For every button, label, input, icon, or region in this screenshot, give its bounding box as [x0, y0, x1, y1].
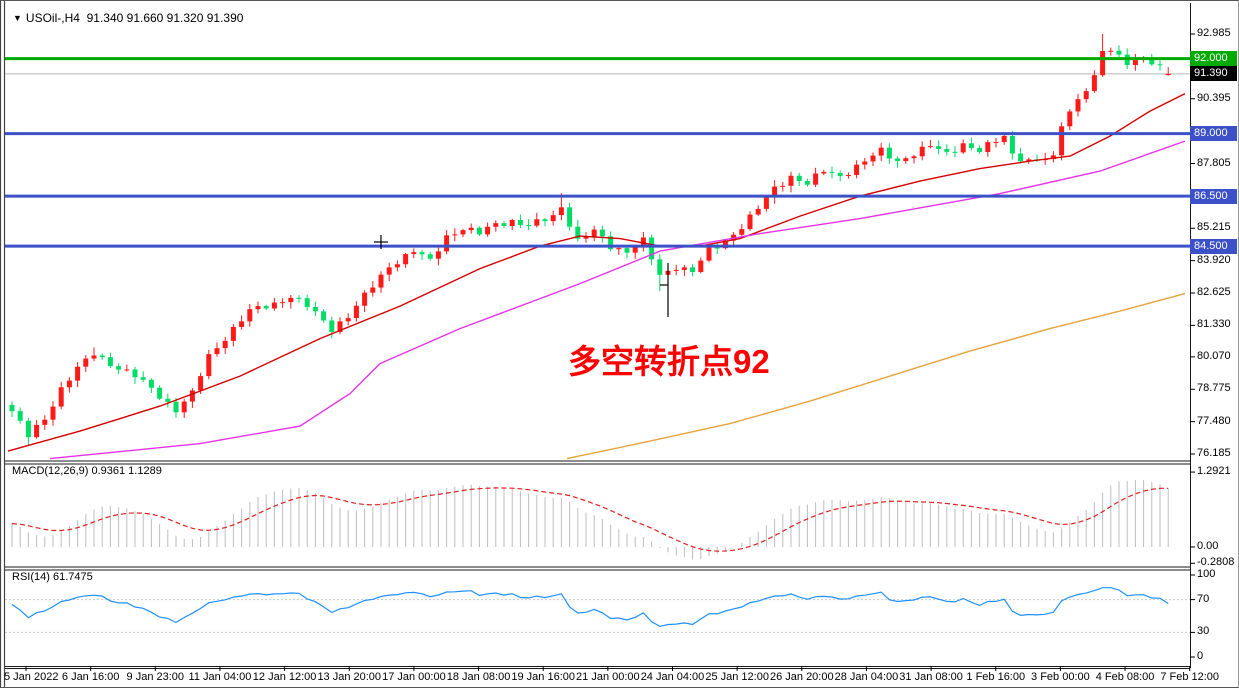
rsi-value-line — [11, 587, 1169, 628]
time-axis-label: 24 Jan 04:00 — [640, 671, 705, 683]
panel-frames — [0, 1, 1191, 687]
time-axis-label: 5 Jan 2022 — [4, 671, 59, 683]
chart-marks — [374, 235, 669, 317]
time-axis-label: 19 Jan 16:00 — [511, 671, 575, 683]
macd-axis-tick: 1.2921 — [1197, 465, 1231, 478]
annotation-text: 多空转折点92 — [568, 343, 770, 380]
axis-ticks — [25, 33, 1195, 671]
price-axis-tick: 87.805 — [1197, 156, 1231, 169]
time-axis-label: 13 Jan 20:00 — [317, 671, 382, 683]
chart-title: ▼ USOil-,H4 91.340 91.660 91.320 91.390 — [13, 11, 243, 25]
macd-label: MACD(12,26,9) 0.9361 1.1289 — [12, 465, 162, 477]
price-axis-tick: 80.070 — [1197, 349, 1231, 362]
time-axis-label: 31 Jan 08:00 — [899, 671, 963, 683]
ohlc-values: 91.340 91.660 91.320 91.390 — [86, 11, 244, 25]
price-level-badge: 89.000 — [1190, 126, 1237, 142]
price-axis-tick: 81.330 — [1197, 318, 1231, 331]
time-axis-label: 1 Feb 16:00 — [966, 671, 1026, 683]
macd-axis-tick: -0.2808 — [1197, 556, 1235, 569]
time-axis-label: 7 Feb 12:00 — [1160, 671, 1220, 683]
rsi-axis-tick: 0 — [1197, 650, 1204, 662]
ma-fast-line — [7, 92, 1186, 452]
price-axis-tick: 76.185 — [1197, 447, 1231, 459]
rsi-panel[interactable] — [5, 587, 1190, 633]
price-level-lines[interactable] — [5, 57, 1190, 248]
time-axis-label: 9 Jan 23:00 — [126, 671, 185, 683]
price-axis-tick: 85.215 — [1197, 221, 1231, 234]
time-axis-label: 18 Jan 08:00 — [446, 671, 511, 683]
macd-signal-line — [11, 487, 1169, 552]
price-level-badge: 86.500 — [1190, 188, 1237, 204]
time-axis-label: 3 Feb 00:00 — [1031, 671, 1090, 683]
macd-panel[interactable] — [11, 480, 1169, 560]
time-axis-label: 4 Feb 08:00 — [1095, 671, 1155, 683]
price-axis-tick: 92.985 — [1197, 27, 1231, 39]
symbol-timeframe: USOil-,H4 — [25, 11, 80, 25]
rsi-label: RSI(14) 61.7475 — [12, 571, 93, 583]
price-level-badge: 92.000 — [1190, 51, 1237, 67]
price-level-badge: 84.500 — [1190, 238, 1237, 254]
candlesticks[interactable] — [9, 34, 1171, 445]
time-axis-label: 21 Jan 00:00 — [576, 671, 640, 683]
ma-slow-line — [566, 292, 1186, 460]
time-axis-label: 28 Jan 04:00 — [834, 671, 899, 683]
time-axis-label: 11 Jan 04:00 — [188, 671, 252, 683]
price-axis-tick: 78.775 — [1197, 382, 1231, 395]
time-axis-label: 26 Jan 20:00 — [769, 671, 834, 683]
price-axis-tick: 82.625 — [1197, 286, 1231, 298]
ma-mid-line — [49, 140, 1186, 460]
macd-axis-tick: 0.00 — [1197, 540, 1219, 552]
rsi-axis-tick: 70 — [1197, 592, 1210, 605]
symbol-marker-icon: ▼ — [13, 13, 22, 23]
rsi-axis-tick: 100 — [1197, 568, 1216, 580]
time-axis-label: 17 Jan 00:00 — [382, 671, 446, 683]
price-axis-tick: 90.395 — [1197, 91, 1231, 104]
time-axis-label: 25 Jan 12:00 — [705, 671, 769, 683]
price-axis-tick: 83.920 — [1197, 253, 1231, 266]
price-axis-tick: 77.480 — [1197, 414, 1231, 427]
rsi-axis-tick: 30 — [1197, 625, 1210, 638]
current-price-badge: 91.390 — [1190, 66, 1237, 82]
time-axis-label: 6 Jan 16:00 — [61, 671, 120, 683]
time-axis-label: 12 Jan 12:00 — [252, 671, 317, 683]
